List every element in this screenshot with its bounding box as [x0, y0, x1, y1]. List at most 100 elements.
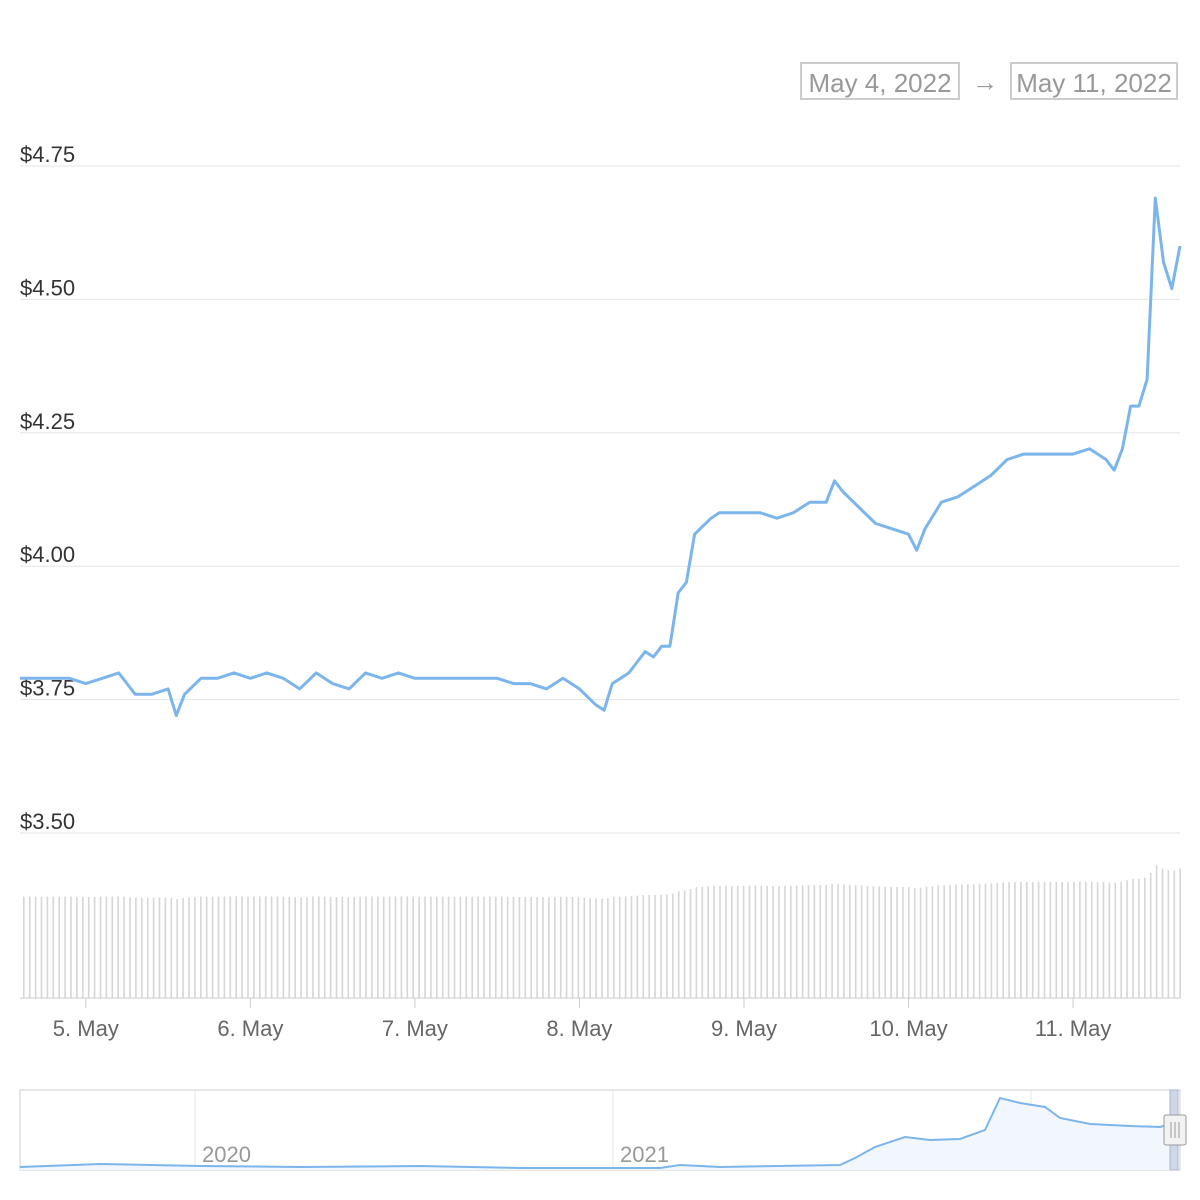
x-tick-label: 11. May [1035, 1016, 1112, 1041]
volume-bar [1132, 878, 1134, 998]
volume-bar [1120, 881, 1122, 998]
volume-bar [701, 886, 704, 998]
volume-bar [1102, 882, 1105, 998]
volume-bar [731, 885, 733, 998]
volume-bar [931, 886, 934, 998]
volume-bar [613, 896, 615, 998]
volume-bar [542, 897, 544, 998]
volume-bar [571, 896, 574, 998]
volume-bar [766, 885, 768, 998]
volume-bar [618, 896, 621, 998]
volume-bar [742, 885, 745, 998]
volume-bar [736, 885, 739, 998]
y-axis-labels: $3.50$3.75$4.00$4.25$4.50$4.75 [20, 142, 75, 834]
volume-bar [843, 884, 845, 998]
volume-bar [536, 897, 538, 998]
volume-bar [961, 884, 963, 998]
volume-bar [1108, 882, 1111, 998]
volume-bar [919, 887, 922, 998]
volume-bar [890, 886, 892, 998]
volume-bar [418, 896, 420, 998]
grid-lines [20, 165, 1180, 834]
volume-bar [347, 897, 350, 998]
volume-bar [1079, 881, 1081, 998]
volume-bar [264, 896, 267, 998]
range-start-input[interactable]: May 4, 2022 [800, 62, 960, 100]
volume-bar [146, 897, 149, 998]
volume-bar [164, 897, 167, 998]
volume-bar [831, 884, 833, 998]
volume-bar [813, 885, 816, 998]
volume-bar [99, 896, 102, 998]
volume-bar [1126, 880, 1128, 998]
x-axis-labels: 5. May 6. May 7. May 8. May 9. May 10. May 11.… [53, 998, 1112, 1041]
volume-bar [471, 896, 473, 998]
volume-bar [654, 895, 656, 998]
volume-bar [223, 896, 226, 998]
volume-bar [860, 885, 863, 998]
volume-bar [1114, 882, 1117, 998]
volume-bar [500, 896, 503, 998]
x-tick-label: 9. May [711, 1016, 777, 1041]
volume-bar [689, 889, 692, 998]
volume-bar [748, 885, 751, 998]
volume-bar [135, 897, 137, 998]
volume-bar [335, 897, 338, 998]
volume-bar [837, 883, 839, 998]
x-tick-label: 8. May [546, 1016, 612, 1041]
volume-bar [23, 896, 25, 998]
volume-bar [182, 898, 184, 998]
volume-bar [1090, 881, 1093, 998]
volume-bar [436, 896, 438, 998]
volume-bar [247, 896, 249, 998]
volume-bar [1002, 882, 1004, 998]
volume-bar [52, 896, 55, 998]
navigator-handle[interactable] [1163, 1114, 1187, 1146]
volume-bar [188, 897, 190, 998]
volume-bar [884, 886, 886, 998]
volume-bar [1173, 870, 1176, 998]
volume-bar [913, 887, 916, 998]
volume-bar [141, 897, 143, 998]
volume-bar [489, 896, 491, 998]
volume-bar [158, 897, 161, 998]
volume-bar [967, 884, 969, 998]
volume-bar [1014, 882, 1016, 998]
volume-bar [807, 885, 810, 998]
navigator: 202020212022 [19, 1089, 1187, 1171]
volume-bar [235, 896, 237, 998]
volume-bar [524, 896, 527, 998]
volume-bar [854, 885, 857, 998]
volume-bar [559, 896, 562, 998]
volume-bar [990, 883, 993, 998]
volume-bar [1067, 881, 1069, 998]
volume-bar [406, 896, 409, 998]
volume-bar [554, 896, 556, 998]
volume-bar [660, 894, 662, 998]
volume-bar [984, 883, 987, 998]
volume-bar [329, 896, 332, 998]
volume-bar [978, 883, 981, 998]
x-tick-label: 7. May [382, 1016, 448, 1041]
volume-bar [430, 896, 432, 998]
volume-bar [624, 896, 627, 998]
volume-bar [1020, 881, 1022, 998]
volume-bar [64, 896, 66, 998]
volume-bar [1096, 881, 1099, 998]
volume-bar [630, 896, 633, 998]
volume-bar [949, 884, 951, 998]
volume-bar [495, 896, 497, 998]
navigator-series-line [19, 1096, 1171, 1169]
y-tick-label: $4.00 [20, 542, 75, 567]
volume-bar [117, 896, 119, 998]
volume-bar [34, 896, 37, 998]
volume-bar [382, 896, 385, 998]
volume-bar [908, 887, 910, 998]
volume-bar [601, 898, 603, 998]
volume-bar [725, 885, 727, 998]
navigator-year-label: 2020 [202, 1142, 251, 1167]
volume-bar [441, 896, 444, 998]
volume-bar [589, 897, 591, 998]
volume-bar [1037, 881, 1040, 998]
range-end-input[interactable]: May 11, 2022 [1010, 62, 1178, 100]
